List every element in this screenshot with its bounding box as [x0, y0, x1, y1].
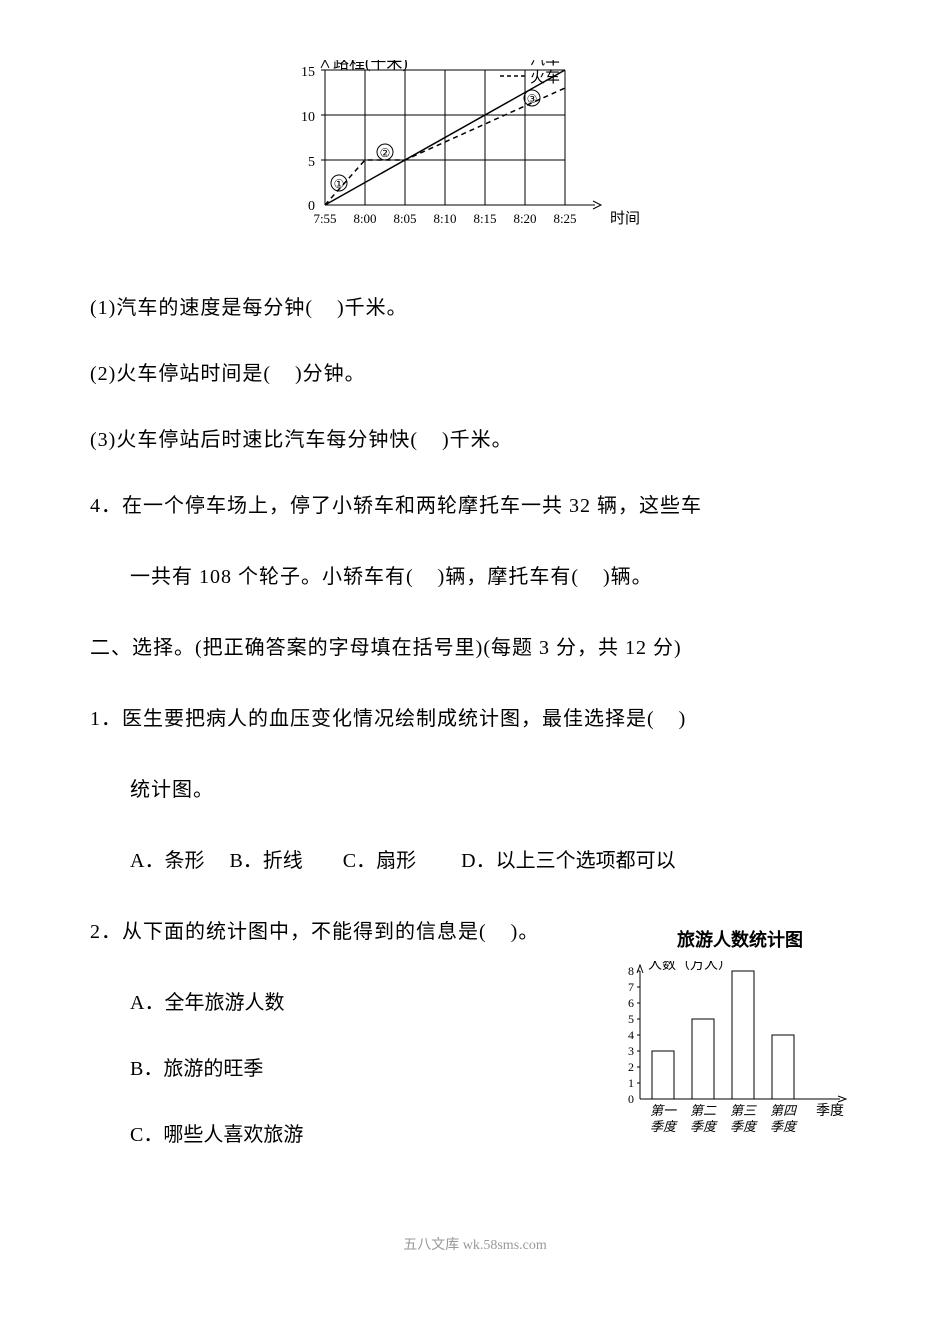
c2-y3: 3: [628, 1044, 634, 1058]
footer: 五八文库 wk.58sms.com: [90, 1233, 860, 1258]
section2-title: 二、选择。(把正确答案的字母填在括号里)(每题 3 分，共 12 分): [90, 630, 860, 666]
c2-y1: 1: [628, 1076, 634, 1090]
q2-2-prefix: 2．从下面的统计图中，不能得到的信息是(: [90, 921, 487, 943]
bar-q2: [692, 1019, 714, 1099]
xtick-5: 8:20: [513, 211, 536, 226]
q3-2: (2)火车停站时间是( )分钟。: [90, 356, 860, 392]
c2-y0: 0: [628, 1092, 634, 1106]
c2-x3b: 季度: [770, 1119, 798, 1134]
q4-2-suffix: )辆。: [603, 566, 653, 588]
c2-x2b: 季度: [730, 1119, 758, 1134]
xtick-1: 8:00: [353, 211, 376, 226]
chart2-title: 旅游人数统计图: [610, 924, 870, 956]
option-b: B．折线: [229, 843, 302, 879]
legend-car: 汽车: [530, 60, 560, 68]
ytick-15: 15: [301, 65, 315, 80]
q3-3-suffix: )千米。: [442, 429, 513, 451]
ytick-10: 10: [301, 110, 315, 125]
c2-y7: 7: [628, 980, 634, 994]
q3-3: (3)火车停站后时速比汽车每分钟快( )千米。: [90, 422, 860, 458]
q2-1-options: A．条形 B．折线 C．扇形 D．以上三个选项都可以: [90, 843, 860, 879]
chart1-svg: 0 5 10 15 7:55 8:00 8:05 8:10 8:15 8:20 …: [285, 60, 665, 260]
option-a: A．条形: [130, 843, 204, 879]
c2-y5: 5: [628, 1012, 634, 1026]
option-c: C．扇形: [343, 843, 416, 879]
q2-1-line2: 统计图。: [90, 772, 860, 808]
c2-y2: 2: [628, 1060, 634, 1074]
q4-line1: 4．在一个停车场上，停了小轿车和两轮摩托车一共 32 辆，这些车: [90, 488, 860, 524]
q2-1-suffix: ): [679, 708, 687, 730]
legend-train: 火车: [530, 69, 560, 86]
q3-3-prefix: (3)火车停站后时速比汽车每分钟快(: [90, 429, 418, 451]
xtick-6: 8:25: [553, 211, 576, 226]
c2-x0b: 季度: [650, 1119, 678, 1134]
c2-x1b: 季度: [690, 1119, 718, 1134]
q3-1-prefix: (1)汽车的速度是每分钟(: [90, 297, 313, 319]
line-chart: 0 5 10 15 7:55 8:00 8:05 8:10 8:15 8:20 …: [285, 60, 665, 260]
q4-line2: 一共有 108 个轮子。小轿车有( )辆，摩托车有( )辆。: [90, 559, 860, 595]
bar-q4: [772, 1035, 794, 1099]
q4-2-prefix: 一共有 108 个轮子。小轿车有(: [130, 566, 414, 588]
q3-2-suffix: )分钟。: [295, 363, 366, 385]
bar-q1: [652, 1051, 674, 1099]
chart2-svg: 0 1 2 3 4 5 6 7 8 人数（万人） 第一 季度 第二: [610, 961, 870, 1141]
c2-ylabel: 人数（万人）: [648, 961, 732, 973]
ytick-5: 5: [308, 155, 315, 170]
chart1-container: 0 5 10 15 7:55 8:00 8:05 8:10 8:15 8:20 …: [90, 60, 860, 260]
anno-3: ③: [527, 92, 538, 106]
anno-2: ②: [380, 146, 391, 160]
q3-2-prefix: (2)火车停站时间是(: [90, 363, 271, 385]
c2-x3a: 第四: [770, 1103, 798, 1118]
q2-1-line1: 1．医生要把病人的血压变化情况绘制成统计图，最佳选择是( ): [90, 701, 860, 737]
q2-2-container: 2．从下面的统计图中，不能得到的信息是( )。 A．全年旅游人数 B．旅游的旺季…: [90, 914, 860, 1153]
xtick-0: 7:55: [313, 211, 336, 226]
c2-x1a: 第二: [690, 1103, 717, 1118]
q4-2-mid: )辆，摩托车有(: [438, 566, 579, 588]
c2-y4: 4: [628, 1028, 634, 1042]
c2-y8: 8: [628, 964, 634, 978]
c2-xlabel: 季度: [816, 1103, 844, 1119]
bar-chart-wrap: 旅游人数统计图 0 1 2: [610, 924, 870, 1152]
xtick-4: 8:15: [473, 211, 496, 226]
xtick-3: 8:10: [433, 211, 456, 226]
bar-q3: [732, 971, 754, 1099]
q3-1-suffix: )千米。: [337, 297, 408, 319]
q3-1: (1)汽车的速度是每分钟( )千米。: [90, 290, 860, 326]
xtick-2: 8:05: [393, 211, 416, 226]
c2-y6: 6: [628, 996, 634, 1010]
c2-x0a: 第一: [650, 1103, 677, 1118]
c2-x2a: 第三: [730, 1103, 757, 1118]
option-d: D．以上三个选项都可以: [461, 843, 675, 879]
xaxis-label: 时间: [610, 210, 640, 227]
q2-2-suffix: )。: [511, 921, 540, 943]
anno-1: ①: [334, 177, 345, 191]
q2-1-prefix: 1．医生要把病人的血压变化情况绘制成统计图，最佳选择是(: [90, 708, 655, 730]
chart1-title: 路程(千米): [333, 60, 408, 72]
